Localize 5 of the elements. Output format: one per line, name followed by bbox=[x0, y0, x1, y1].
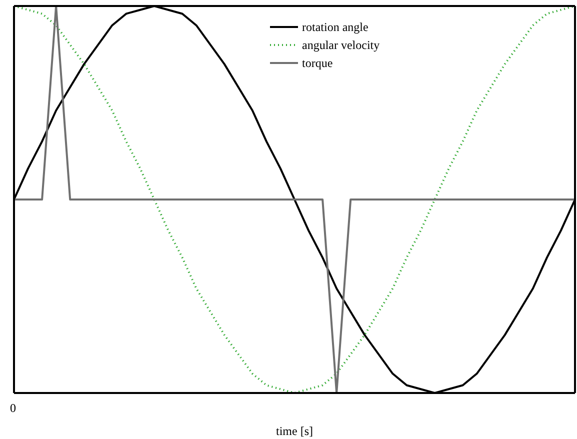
legend-label: torque bbox=[302, 56, 333, 70]
x-axis-title: time [s] bbox=[276, 424, 313, 438]
legend-label: rotation angle bbox=[302, 20, 368, 34]
text: 0 bbox=[10, 401, 16, 416]
legend-label: angular velocity bbox=[302, 38, 380, 52]
